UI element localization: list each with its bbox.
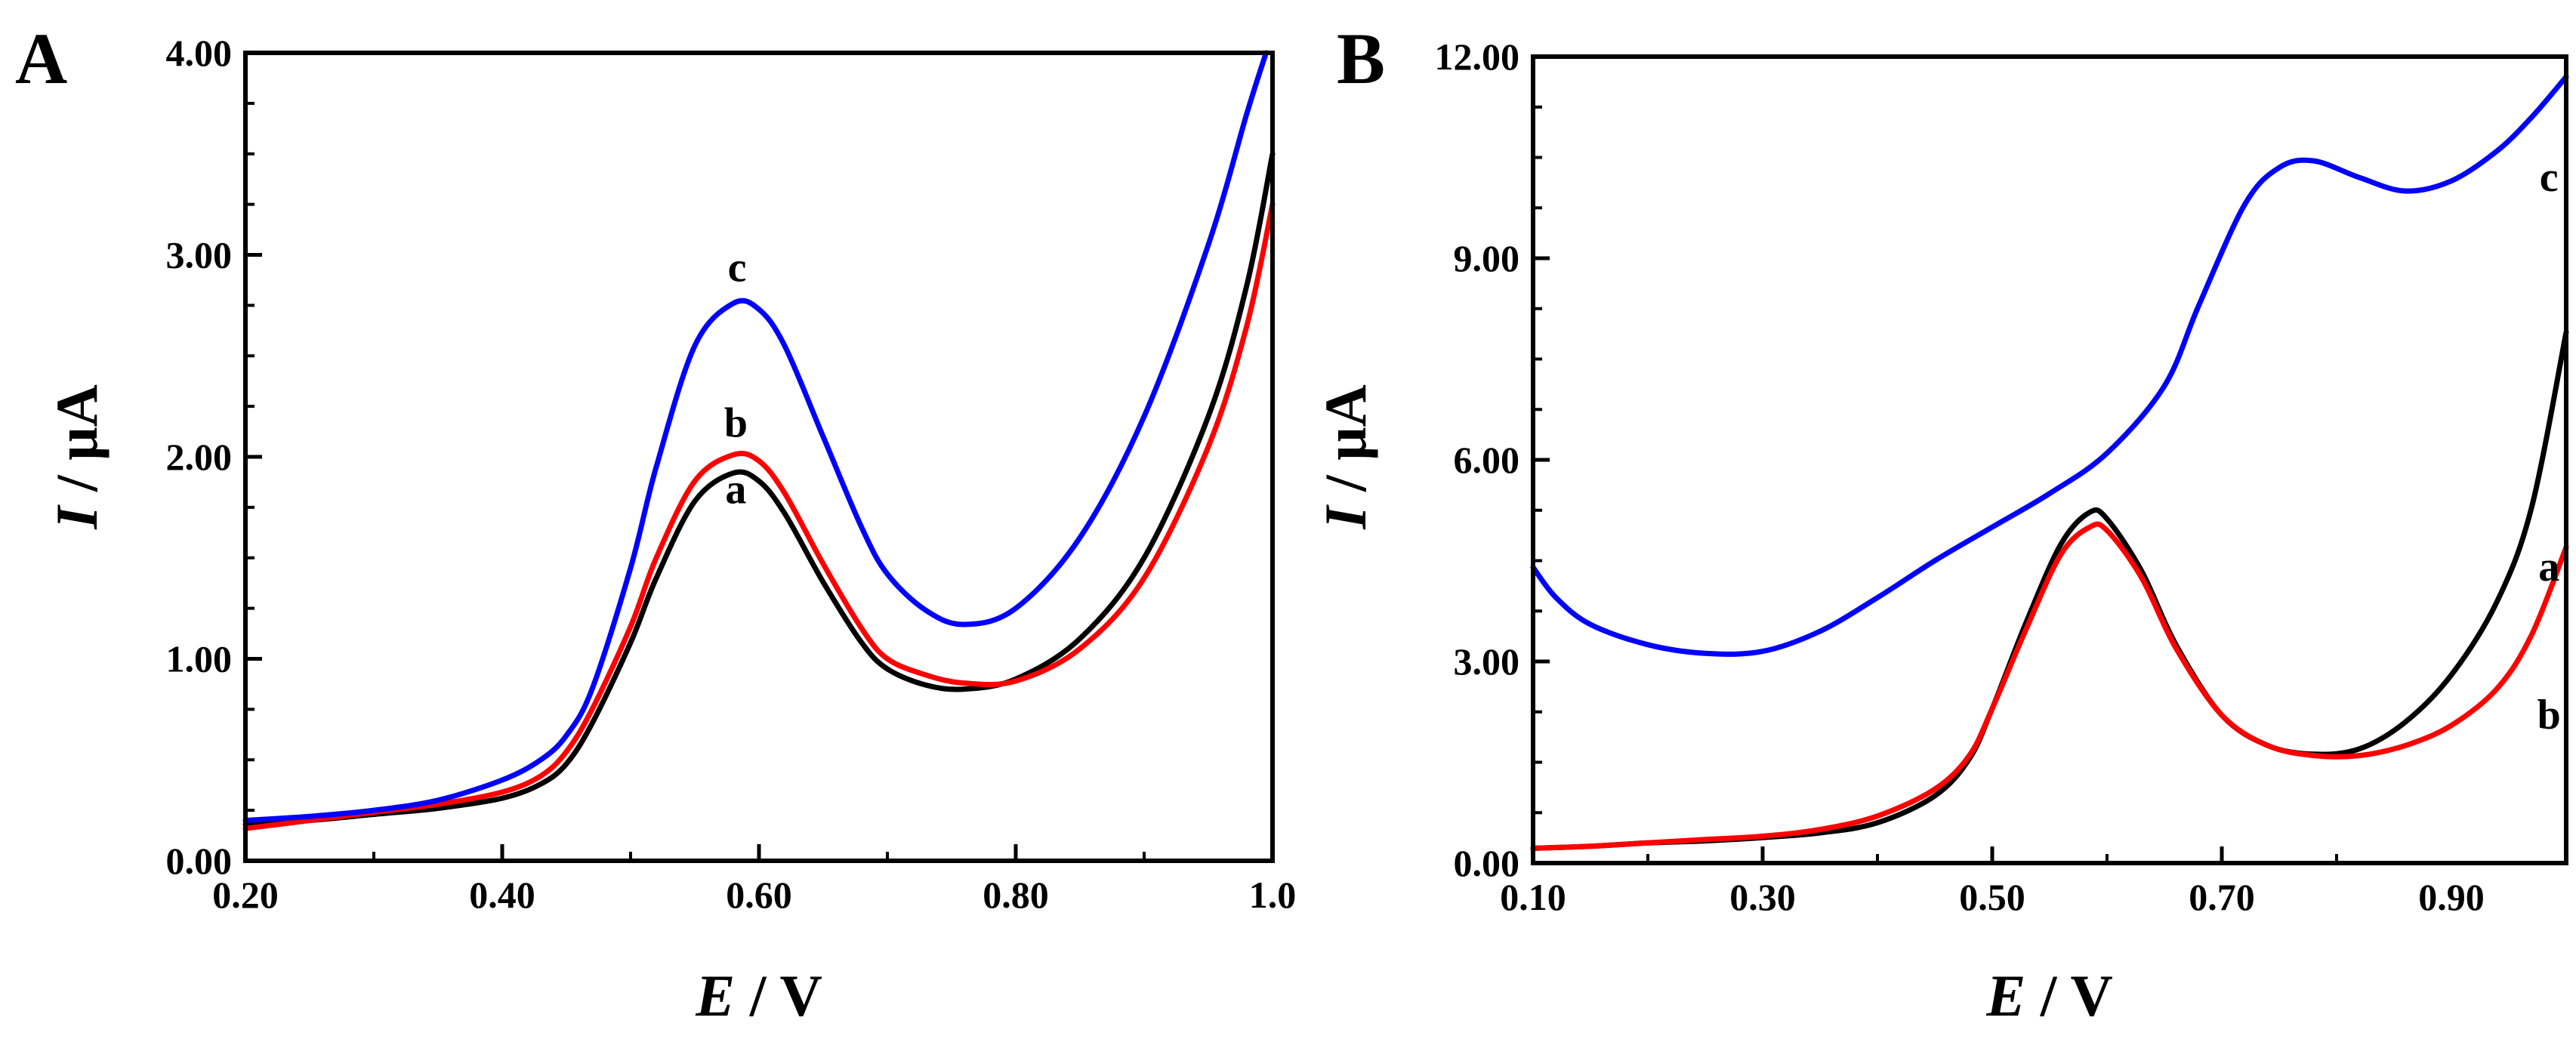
x-tick-label-b: 0.90: [2418, 876, 2485, 918]
y-tick-label-a: 3.00: [166, 234, 233, 276]
series-b-line-a: [242, 202, 1276, 831]
panel-letter-b: B: [1337, 18, 1385, 99]
y-tick-label-b: 0.00: [1454, 842, 1520, 884]
series-a-label-b: a: [2538, 544, 2559, 590]
x-tick-label-a: 0.40: [469, 874, 535, 916]
y-tick-label-b: 12.00: [1435, 35, 1520, 78]
y-tick-label-b: 9.00: [1454, 237, 1520, 279]
y-axis-label-a: I / μA: [44, 384, 110, 530]
x-tick-label-b: 0.70: [2189, 876, 2255, 918]
x-axis-label-a: E / V: [695, 963, 822, 1028]
x-tick-label-a: 1.0: [1249, 874, 1297, 916]
y-tick-label-a: 2.00: [166, 436, 233, 478]
plot-frame-b: [1531, 54, 2568, 865]
curve-labels-b: a b c: [2537, 154, 2561, 738]
series-a-line-a: [242, 151, 1276, 828]
x-axis-label-b: E / V: [1985, 963, 2113, 1028]
series-a-label-a: a: [725, 467, 746, 513]
series-b-label-a: b: [724, 399, 748, 446]
series-group-a: [242, 50, 1276, 831]
y-axis-label-b: I / μA: [1313, 384, 1378, 530]
y-tick-label-a: 1.00: [166, 638, 233, 680]
x-tick-label-a: 0.80: [983, 874, 1049, 916]
x-tick-label-a: 0.60: [726, 874, 792, 916]
y-tick-label-b: 3.00: [1454, 640, 1520, 683]
series-b-line-b: [1530, 521, 2569, 851]
panel-b: B 0.10 0.30 0.50 0.70 0.90 0.00 3.00 6.00 9.00 12…: [1313, 18, 2569, 1028]
x-tick-label-b: 0.10: [1500, 876, 1566, 918]
series-group-b: [1530, 74, 2569, 851]
y-tick-label-a: 4.00: [166, 32, 233, 74]
series-c-line-a: [242, 50, 1269, 823]
curve-labels-a: ab c: [724, 244, 748, 513]
y-tick-label-a: 0.00: [166, 840, 233, 882]
ticks-a: 0.20 0.40 0.60 0.80 1.0 0.00 1.00 2.00 3.00 4.00: [166, 32, 1297, 916]
x-tick-label-a: 0.20: [212, 874, 279, 916]
series-c-line-b: [1530, 74, 2569, 657]
series-c-label-b: c: [2540, 154, 2559, 201]
x-tick-label-b: 0.50: [1959, 876, 2025, 918]
plot-frame-a: [243, 51, 1275, 863]
series-a-line-b: [1530, 329, 2569, 851]
series-b-label-b: b: [2537, 692, 2561, 738]
panel-a: A 0.20 0.40 0.60 0.80 1.0 0.00 1.00 2.00 3.00 4.0…: [15, 18, 1296, 1028]
series-c-label-a: c: [728, 244, 747, 291]
panel-letter-a: A: [15, 18, 67, 99]
ticks-b: 0.10 0.30 0.50 0.70 0.90 0.00 3.00 6.00 9.00 12.0…: [1435, 35, 2485, 918]
y-tick-label-b: 6.00: [1454, 439, 1520, 481]
x-tick-label-b: 0.30: [1729, 876, 1796, 918]
